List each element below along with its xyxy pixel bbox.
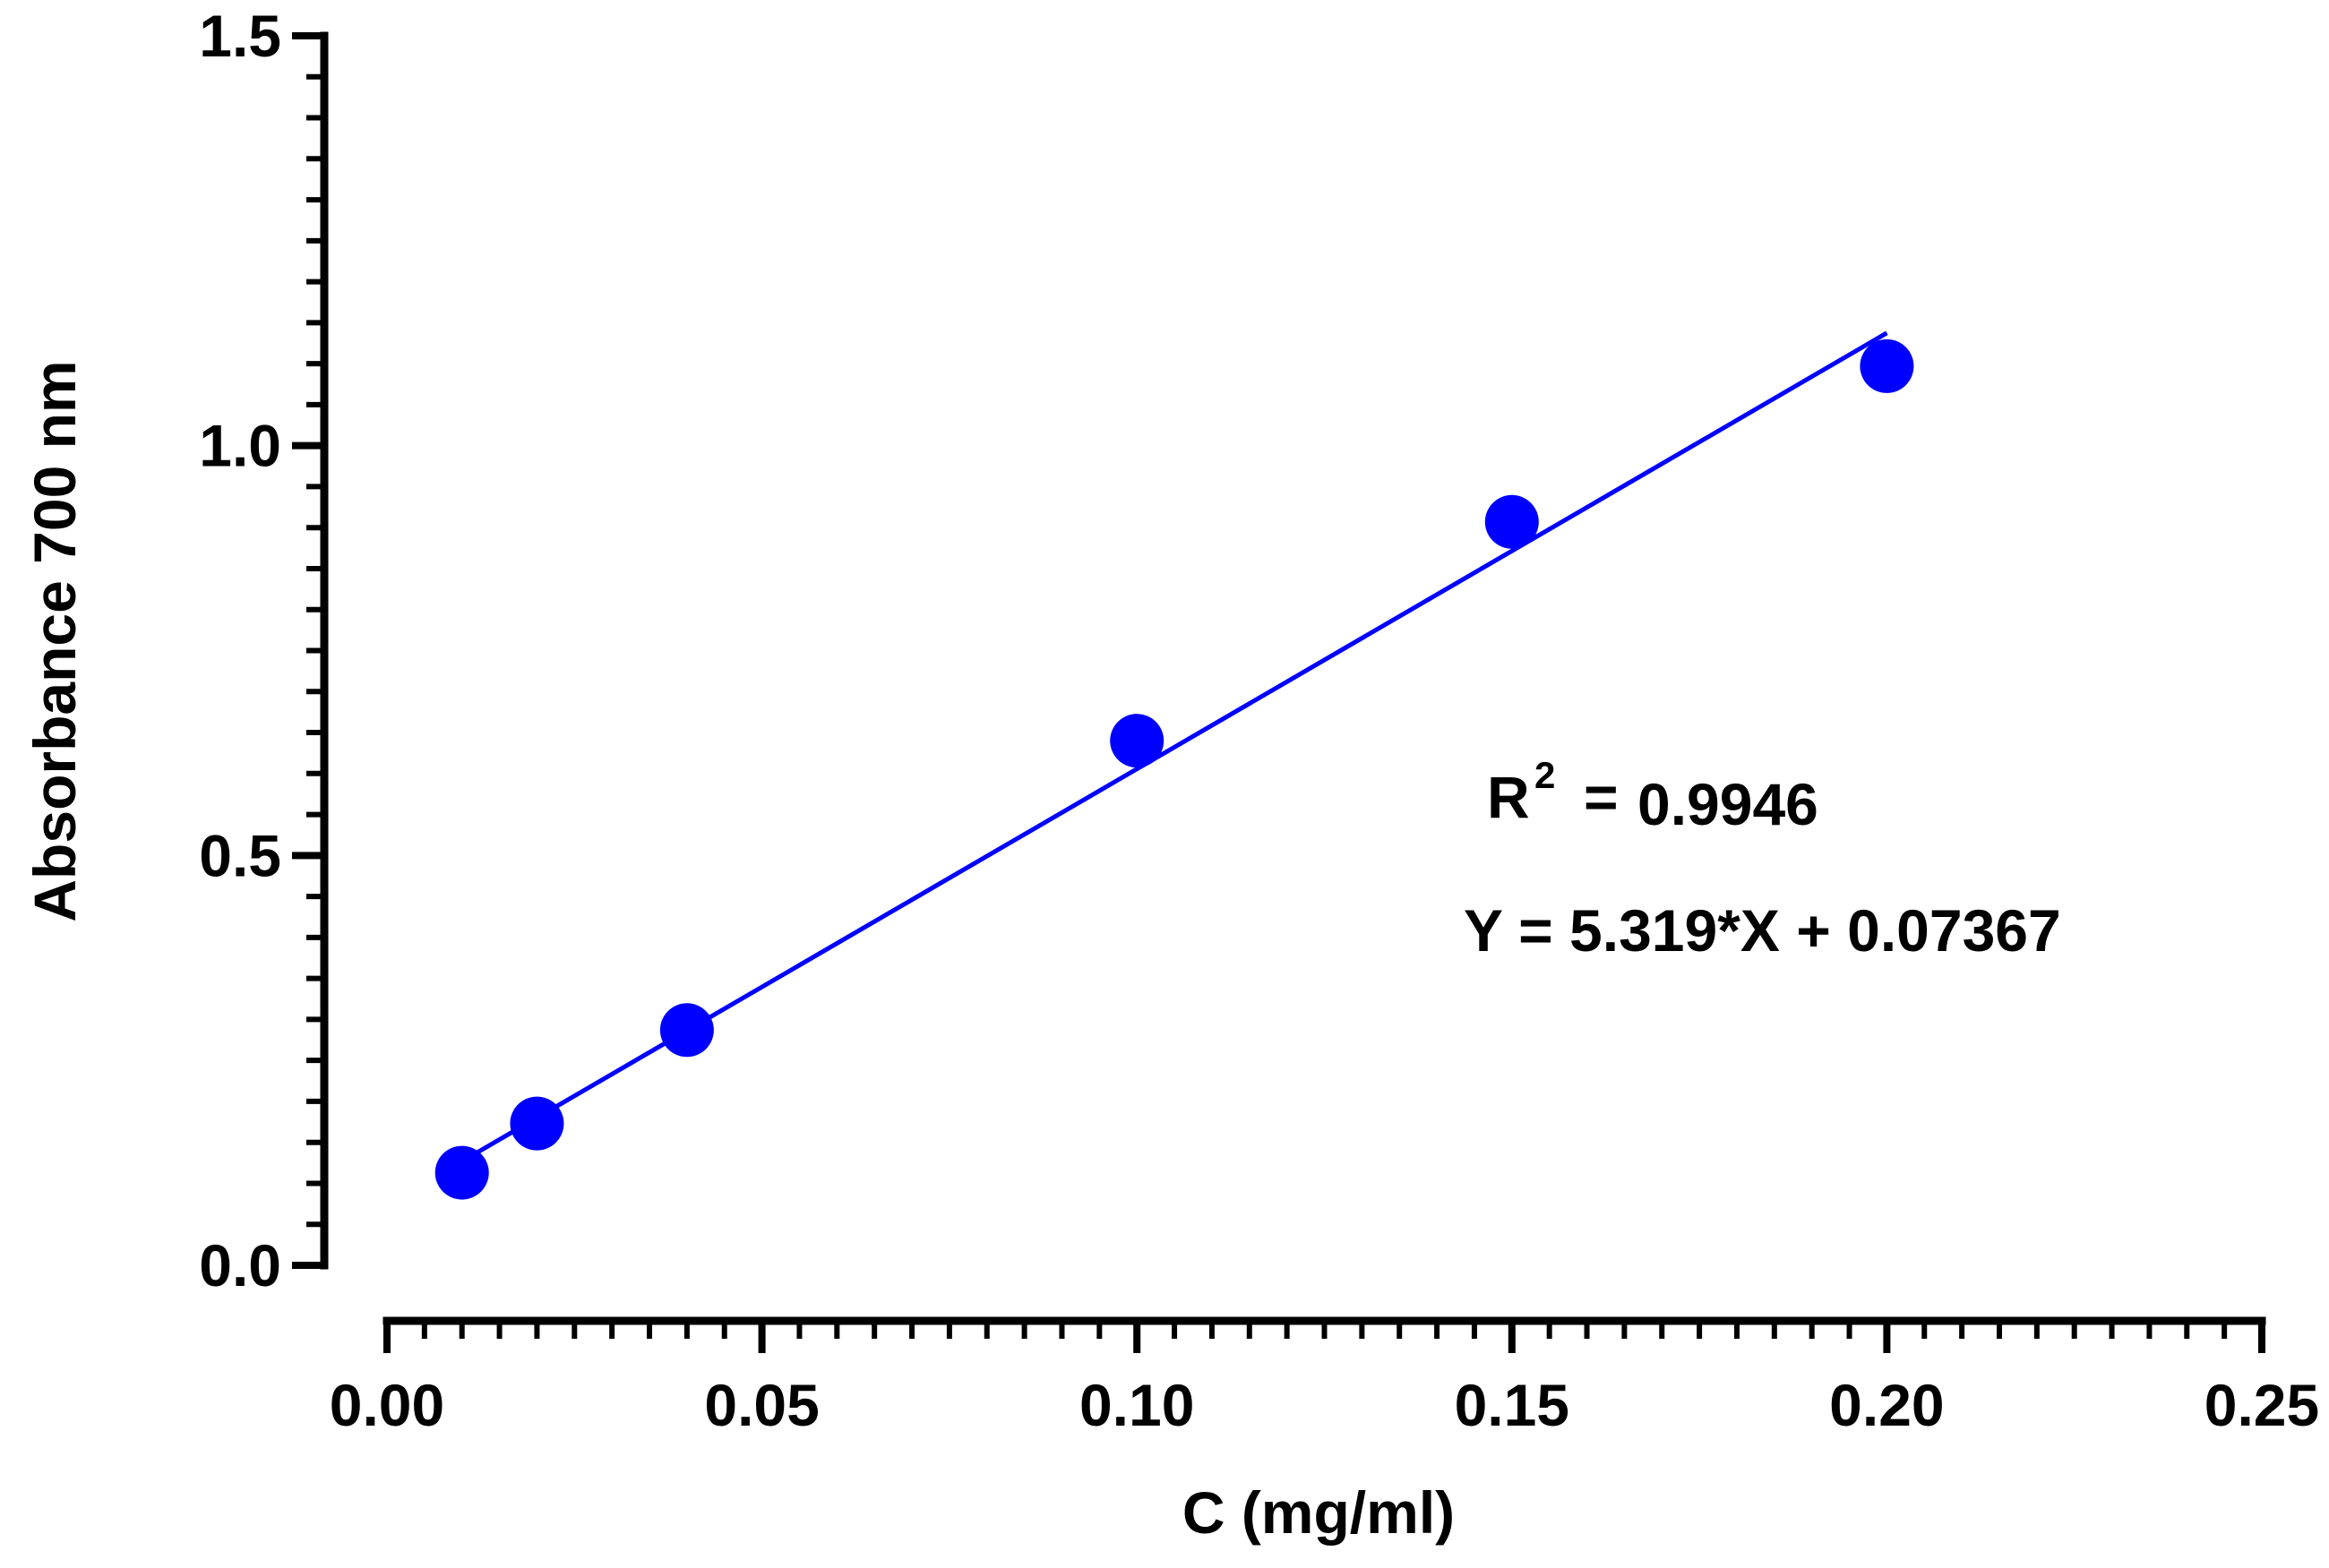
y-tick-label: 0.0: [199, 1232, 281, 1298]
y-tick-label: 1.0: [199, 413, 281, 479]
y-tick-label: 0.5: [199, 822, 281, 888]
x-axis: 0.00 0.05 0.10 0.15 0.20 0.25: [330, 1316, 2319, 1438]
data-point: [510, 1096, 564, 1151]
x-tick-label: 0.05: [704, 1372, 819, 1438]
x-tick-label: 0.10: [1079, 1372, 1194, 1438]
y-axis-label: Absorbance 700 nm: [21, 360, 88, 921]
points-layer: [434, 338, 1914, 1200]
x-tick-label: 0.25: [2204, 1372, 2319, 1438]
y-tick-label: 1.5: [199, 3, 281, 69]
y-axis: 0.0 0.5 1.0 1.5: [199, 3, 329, 1298]
r2-equals: =: [1584, 764, 1619, 830]
r2-annotation: R 2 = 0.9946: [1487, 754, 1818, 837]
data-point: [1860, 338, 1914, 393]
x-tick-label: 0.00: [330, 1372, 444, 1438]
x-axis-label: C (mg/ml): [1182, 1479, 1455, 1546]
r2-superscript: 2: [1534, 754, 1555, 796]
data-point: [1110, 714, 1164, 768]
data-point: [659, 1003, 714, 1058]
fit-equation: Y = 5.319*X + 0.07367: [1464, 897, 2061, 964]
x-tick-label: 0.20: [1829, 1372, 1944, 1438]
x-tick-label: 0.15: [1455, 1372, 1569, 1438]
r2-value: 0.9946: [1637, 771, 1818, 837]
r2-label: R: [1487, 764, 1530, 830]
data-point: [434, 1145, 489, 1200]
data-point: [1484, 494, 1539, 549]
